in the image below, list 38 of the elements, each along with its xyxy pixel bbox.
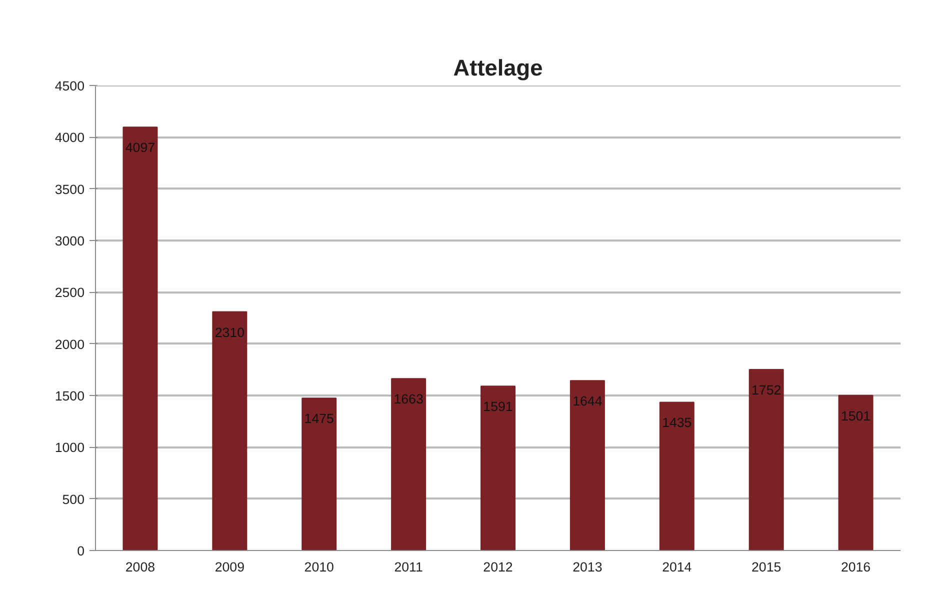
data-label: 1475 (304, 411, 334, 426)
y-tick-label: 2500 (54, 285, 85, 300)
data-label: 1663 (394, 392, 424, 407)
y-tick-label: 0 (77, 544, 85, 558)
x-tick-label: 2013 (572, 560, 602, 574)
bar (659, 402, 694, 550)
data-label: 1501 (840, 408, 871, 424)
data-label: 1591 (483, 399, 513, 414)
y-tick-label: 1000 (54, 440, 85, 456)
data-label: 4097 (125, 140, 156, 156)
y-tick-label: 3500 (54, 182, 85, 197)
x-tick-label: 2009 (214, 560, 244, 574)
x-tick-label: 2015 (752, 560, 782, 574)
bar (302, 398, 337, 550)
bar (212, 311, 248, 550)
x-tick-label: 2010 (304, 560, 334, 574)
data-label: 1644 (572, 394, 603, 409)
x-tick-label: 2014 (662, 560, 692, 574)
bar (480, 386, 516, 550)
y-tick-label: 2000 (54, 336, 85, 352)
bar (748, 368, 784, 550)
y-tick-label: 1500 (54, 388, 85, 404)
data-label: 2310 (214, 324, 244, 340)
chart-title: Attelage (453, 54, 543, 80)
data-label: 1435 (662, 415, 692, 430)
y-tick-label: 500 (62, 492, 85, 507)
x-tick-label: 2012 (483, 560, 513, 574)
bar (391, 378, 426, 550)
bar (122, 126, 158, 550)
y-tick-label: 4000 (54, 130, 85, 146)
y-tick-label: 3000 (54, 234, 85, 248)
x-tick-label: 2011 (394, 560, 423, 574)
data-label: 1752 (752, 382, 782, 398)
y-tick-label: 4500 (54, 78, 85, 94)
x-tick-label: 2008 (125, 560, 156, 574)
x-tick-label: 2016 (840, 560, 871, 574)
bar (838, 394, 874, 550)
bar (570, 380, 605, 550)
